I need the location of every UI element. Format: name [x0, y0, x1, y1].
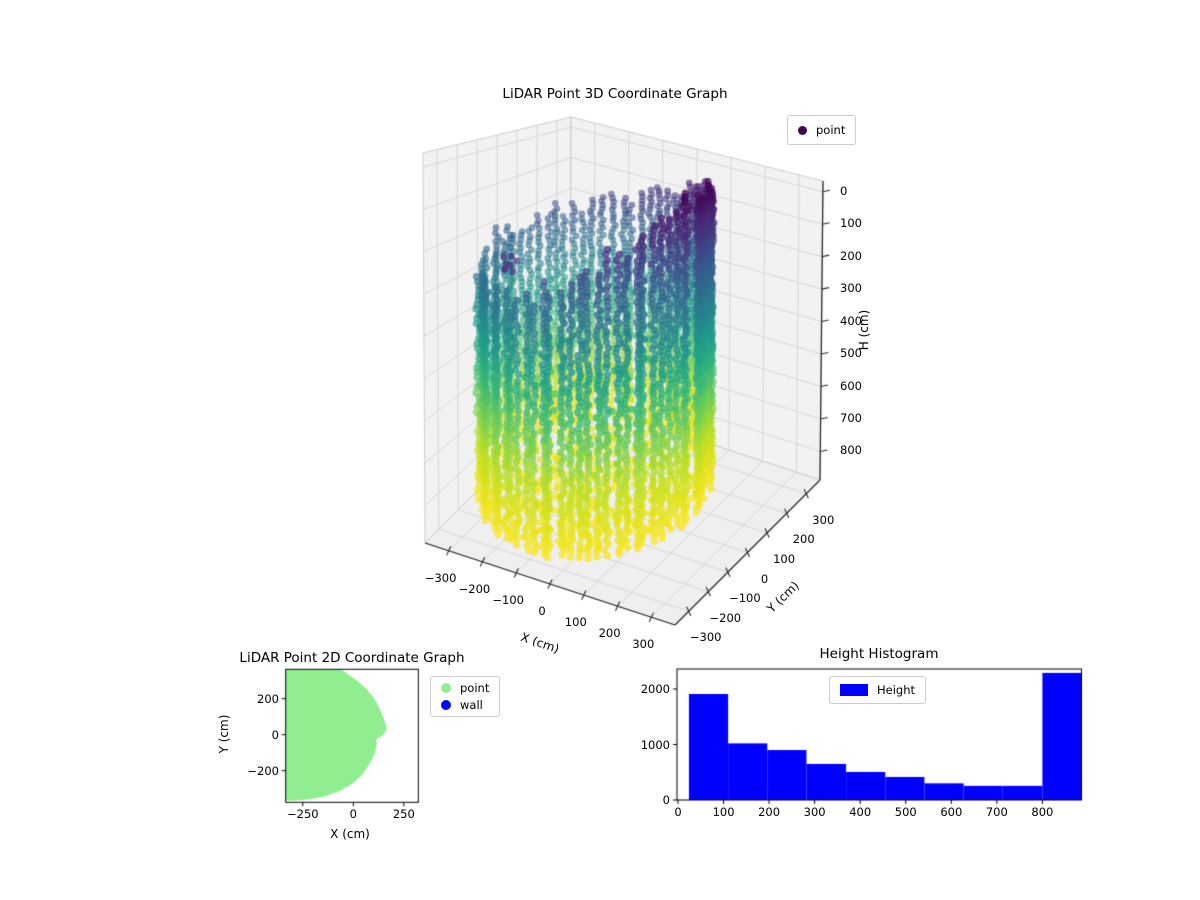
plot2d-legend-row-wall: wall	[441, 698, 489, 712]
plot2d-title: LiDAR Point 2D Coordinate Graph	[239, 650, 465, 666]
plot2d-xaxis-label: X (cm)	[330, 827, 370, 841]
plot2d-legend: point wall	[430, 676, 501, 717]
hist-legend-label: Height	[877, 683, 916, 697]
point-marker-icon	[798, 125, 807, 135]
plot3d-title: LiDAR Point 3D Coordinate Graph	[502, 86, 728, 102]
plot3d-legend-label: point	[816, 123, 846, 137]
plot2d-legend-row-point: point	[441, 681, 489, 695]
plot2d-legend-label-wall: wall	[460, 698, 483, 712]
hist-legend-row: Height	[840, 683, 915, 697]
plot3d-legend-row: point	[798, 123, 845, 137]
hist-legend: Height	[829, 676, 927, 704]
plot3d-legend: point	[787, 115, 857, 145]
wall-marker-icon	[441, 700, 451, 710]
height-swatch-icon	[840, 684, 868, 696]
hist-title: Height Histogram	[819, 646, 939, 662]
plot3d-zaxis-label: H (cm)	[857, 309, 871, 351]
plot2d-legend-label-point: point	[460, 681, 490, 695]
plot2d-yaxis-label: Y (cm)	[217, 714, 231, 754]
point-marker-icon	[441, 683, 451, 693]
